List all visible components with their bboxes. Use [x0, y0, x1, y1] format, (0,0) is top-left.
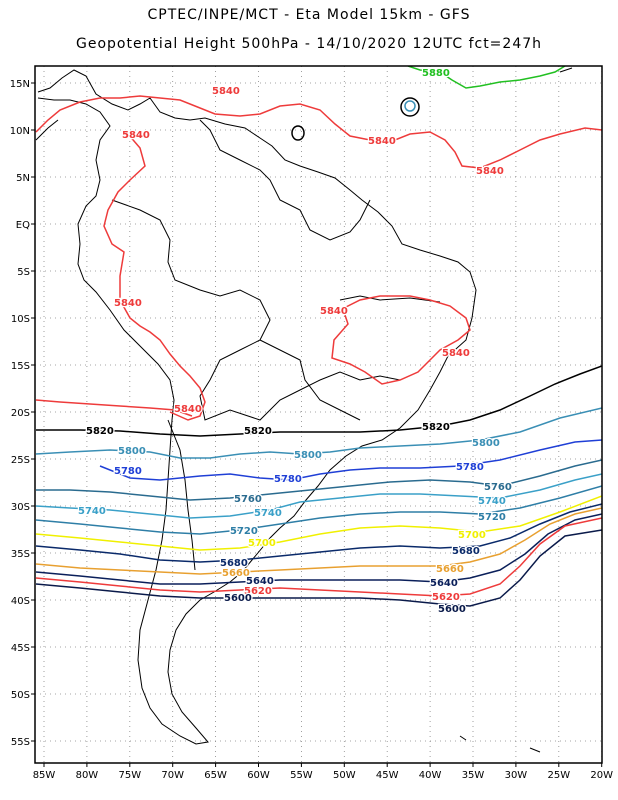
contour-ring-black — [400, 97, 420, 117]
contour-ring-blue — [404, 100, 416, 112]
contour-5800 — [35, 407, 602, 459]
contour-5840-north — [35, 95, 602, 169]
lat-tick-label: 25S — [11, 455, 30, 466]
contour-label: 5600 — [438, 604, 466, 615]
contour-label: 5600 — [224, 593, 252, 604]
contour-label: 5720 — [478, 512, 506, 523]
lon-tick-label: 25W — [547, 770, 570, 781]
contour-label: 5760 — [484, 482, 512, 493]
lat-tick-label: 35S — [11, 549, 30, 560]
contour-label: 5800 — [294, 450, 322, 461]
contour-label: 5720 — [230, 526, 258, 537]
contour-label: 5780 — [114, 466, 142, 477]
lat-tick-label: 15S — [11, 361, 30, 372]
lat-tick-label: EQ — [16, 220, 30, 231]
chart-subtitle: Geopotential Height 500hPa - 14/10/2020 … — [75, 36, 543, 52]
contour-ring-black-2 — [291, 125, 305, 141]
coastline — [35, 67, 573, 753]
lat-tick-label: 30S — [11, 502, 30, 513]
contour-label: 5820 — [422, 422, 450, 433]
lat-tick-label: 10N — [10, 126, 30, 137]
contour-label: 5840 — [114, 298, 142, 309]
contour-label: 5680 — [452, 546, 480, 557]
contour-label: 5800 — [472, 438, 500, 449]
contour-label: 5840 — [320, 306, 348, 317]
lon-tick-label: 30W — [505, 770, 528, 781]
chart-title: CPTEC/INPE/MCT - Eta Model 15km - GFS — [147, 7, 471, 23]
lon-tick-label: 60W — [247, 770, 270, 781]
lat-tick-label: 40S — [11, 596, 30, 607]
lon-tick-label: 50W — [333, 770, 356, 781]
contour-label: 5840 — [442, 348, 470, 359]
lon-tick-label: 40W — [419, 770, 442, 781]
contour-label: 5840 — [212, 86, 240, 97]
contour-5740 — [35, 473, 602, 519]
contour-label: 5640 — [246, 576, 274, 587]
contour-label: 5820 — [244, 426, 272, 437]
contour-labels: 5880 5840 5840 5840 5840 5840 5840 5840 … — [77, 67, 513, 617]
contour-label: 5880 — [422, 68, 450, 79]
contour-label: 5640 — [430, 578, 458, 589]
contour-label: 5840 — [476, 166, 504, 177]
contour-5640 — [35, 513, 602, 585]
lat-tick-label: 20S — [11, 408, 30, 419]
contour-label: 5780 — [274, 474, 302, 485]
contour-label: 5740 — [478, 496, 506, 507]
contour-5840-west — [103, 133, 206, 421]
lat-tick-label: 15N — [10, 79, 30, 90]
contour-label: 5760 — [234, 494, 262, 505]
contour-5840-south-west — [35, 399, 193, 417]
contour-5760 — [36, 459, 602, 501]
contour-5700 — [35, 495, 602, 551]
plot-frame — [34, 65, 603, 764]
lat-tick-label: 10S — [11, 314, 30, 325]
contour-label: 5620 — [432, 592, 460, 603]
contour-label: 5840 — [122, 130, 150, 141]
contour-5600 — [35, 529, 602, 607]
map-layers: 5880 5840 5840 5840 5840 5840 5840 5840 … — [35, 66, 602, 753]
lon-tick-label: 70W — [161, 770, 184, 781]
gridlines — [35, 66, 603, 763]
lat-tick-label: 50S — [11, 690, 30, 701]
contour-label: 5700 — [248, 538, 276, 549]
contour-label: 5680 — [220, 558, 248, 569]
axis-ticks: 15N 10N 5N EQ 5S 10S 15S 20S 25S 30S 35S 40S 45S 50S 5… — [10, 79, 613, 781]
lon-tick-label: 45W — [376, 770, 399, 781]
lat-tick-label: 5N — [16, 173, 30, 184]
lat-tick-label: 5S — [17, 267, 30, 278]
lon-tick-label: 80W — [76, 770, 99, 781]
lon-tick-label: 75W — [118, 770, 141, 781]
contour-label: 5660 — [222, 568, 250, 579]
contour-label: 5740 — [254, 508, 282, 519]
contour-5820 — [36, 365, 602, 437]
lon-tick-label: 65W — [204, 770, 227, 781]
lon-tick-label: 55W — [290, 770, 313, 781]
lon-tick-label: 20W — [590, 770, 613, 781]
contour-5720 — [35, 485, 602, 535]
contour-label: 5840 — [174, 404, 202, 415]
contour-5780 — [99, 439, 602, 481]
contour-label: 5740 — [78, 506, 106, 517]
contour-label: 5800 — [118, 446, 146, 457]
contour-5620 — [35, 517, 602, 597]
lat-tick-label: 55S — [11, 737, 30, 748]
lat-tick-label: 45S — [11, 643, 30, 654]
contour-5660 — [35, 507, 602, 575]
lon-tick-label: 85W — [33, 770, 56, 781]
contour-label: 5780 — [456, 462, 484, 473]
contour-label: 5660 — [436, 564, 464, 575]
contour-label: 5840 — [368, 136, 396, 147]
contour-5680 — [35, 503, 602, 563]
contour-5880 — [407, 66, 566, 89]
contour-5840-brazil — [331, 295, 471, 385]
contour-label: 5700 — [458, 530, 486, 541]
contour-label: 5620 — [244, 586, 272, 597]
contour-label: 5820 — [86, 426, 114, 437]
lon-tick-label: 35W — [462, 770, 485, 781]
